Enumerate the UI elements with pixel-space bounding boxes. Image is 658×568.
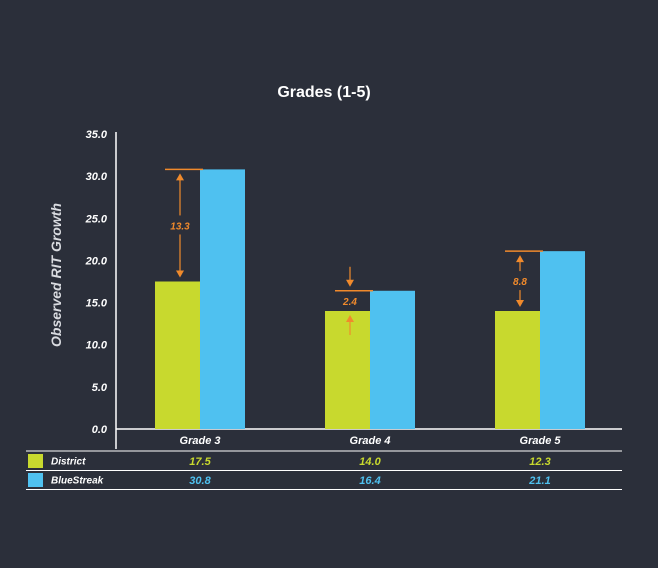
bar-bluestreak-grade-5 [540, 251, 585, 429]
y-tick-label: 20.0 [85, 255, 108, 267]
chart-title: Grades (1-5) [277, 84, 370, 101]
data-label: 14.0 [359, 456, 381, 468]
arrow-head [516, 300, 524, 307]
y-tick-label: 30.0 [86, 171, 108, 183]
data-label: 16.4 [359, 475, 380, 487]
data-table: District 17.5 14.0 12.3 BlueStreak 30.8 16.4 21… [26, 450, 622, 490]
category-label: Grade 4 [350, 435, 391, 447]
arrow-head [516, 255, 524, 263]
gap-annotation: 2.4 [335, 266, 373, 335]
data-label: 17.5 [189, 456, 211, 468]
y-tick-label: 15.0 [86, 298, 108, 310]
bar-bluestreak-grade-3 [200, 169, 245, 429]
arrow-head [176, 270, 184, 278]
bar-district-grade-3 [155, 281, 200, 429]
y-tick-label: 35.0 [86, 129, 108, 141]
gap-annotation: 8.8 [505, 250, 543, 307]
y-axis-label: Observed RIT Growth [48, 203, 64, 347]
data-label: 12.3 [529, 456, 550, 468]
arrow-head [346, 279, 354, 287]
y-tick-label: 25.0 [85, 213, 108, 225]
bar-bluestreak-grade-4 [370, 290, 415, 429]
arrow-head [346, 315, 354, 322]
data-label: 30.8 [189, 475, 211, 487]
gap-label: 8.8 [513, 277, 527, 288]
legend-swatch [28, 454, 43, 468]
gap-label: 13.3 [170, 221, 190, 232]
bar-district-grade-4 [325, 311, 370, 429]
legend-label: BlueStreak [51, 476, 104, 487]
arrow-head [176, 173, 184, 181]
category-label: Grade 5 [520, 435, 562, 447]
gap-annotations: 13.3 2.4 8.8 [165, 168, 543, 335]
legend-swatch [28, 473, 43, 487]
legend-label: District [51, 457, 86, 468]
y-tick-label: 0.0 [92, 424, 108, 436]
bars [155, 169, 585, 429]
y-tick-label: 5.0 [92, 382, 108, 394]
category-label: Grade 3 [180, 435, 221, 447]
data-label: 21.1 [528, 475, 550, 487]
gap-annotation: 13.3 [165, 168, 203, 278]
gap-label: 2.4 [342, 297, 357, 308]
bar-district-grade-5 [495, 311, 540, 429]
y-tick-label: 10.0 [86, 340, 108, 352]
